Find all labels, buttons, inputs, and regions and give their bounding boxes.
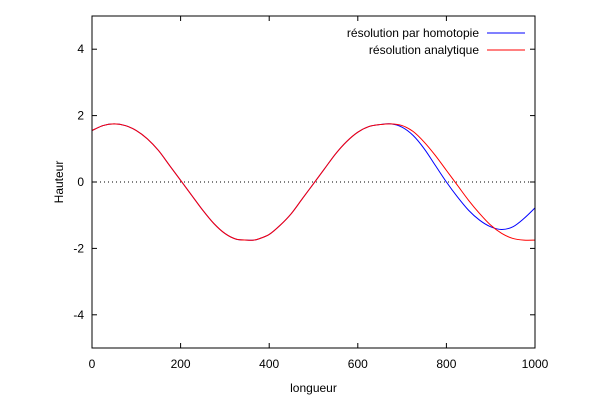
legend-label: résolution par homotopie [347,26,479,40]
x-tick-label: 400 [259,357,279,371]
legend-label: résolution analytique [369,43,479,57]
series-layer [91,123,536,241]
x-tick-label: 0 [89,357,96,371]
y-tick-label: -2 [73,241,84,255]
y-tick-label: -4 [73,308,84,322]
x-tick-label: 800 [436,357,456,371]
y-tick-label: 4 [77,42,84,56]
x-tick-label: 200 [171,357,191,371]
y-axis: -4 -2 0 2 4 [73,42,535,322]
y-axis-label: Hauteur [52,161,66,204]
y-tick-label: 2 [77,109,84,123]
x-tick-label: 600 [348,357,368,371]
series-line-analytique [91,123,536,241]
x-axis-label: longueur [290,381,337,395]
y-tick-label: 0 [77,175,84,189]
x-tick-label: 1000 [522,357,549,371]
legend: résolution par homotopie résolution analy… [347,26,525,57]
x-axis: 0 200 400 600 800 1000 [89,16,549,371]
